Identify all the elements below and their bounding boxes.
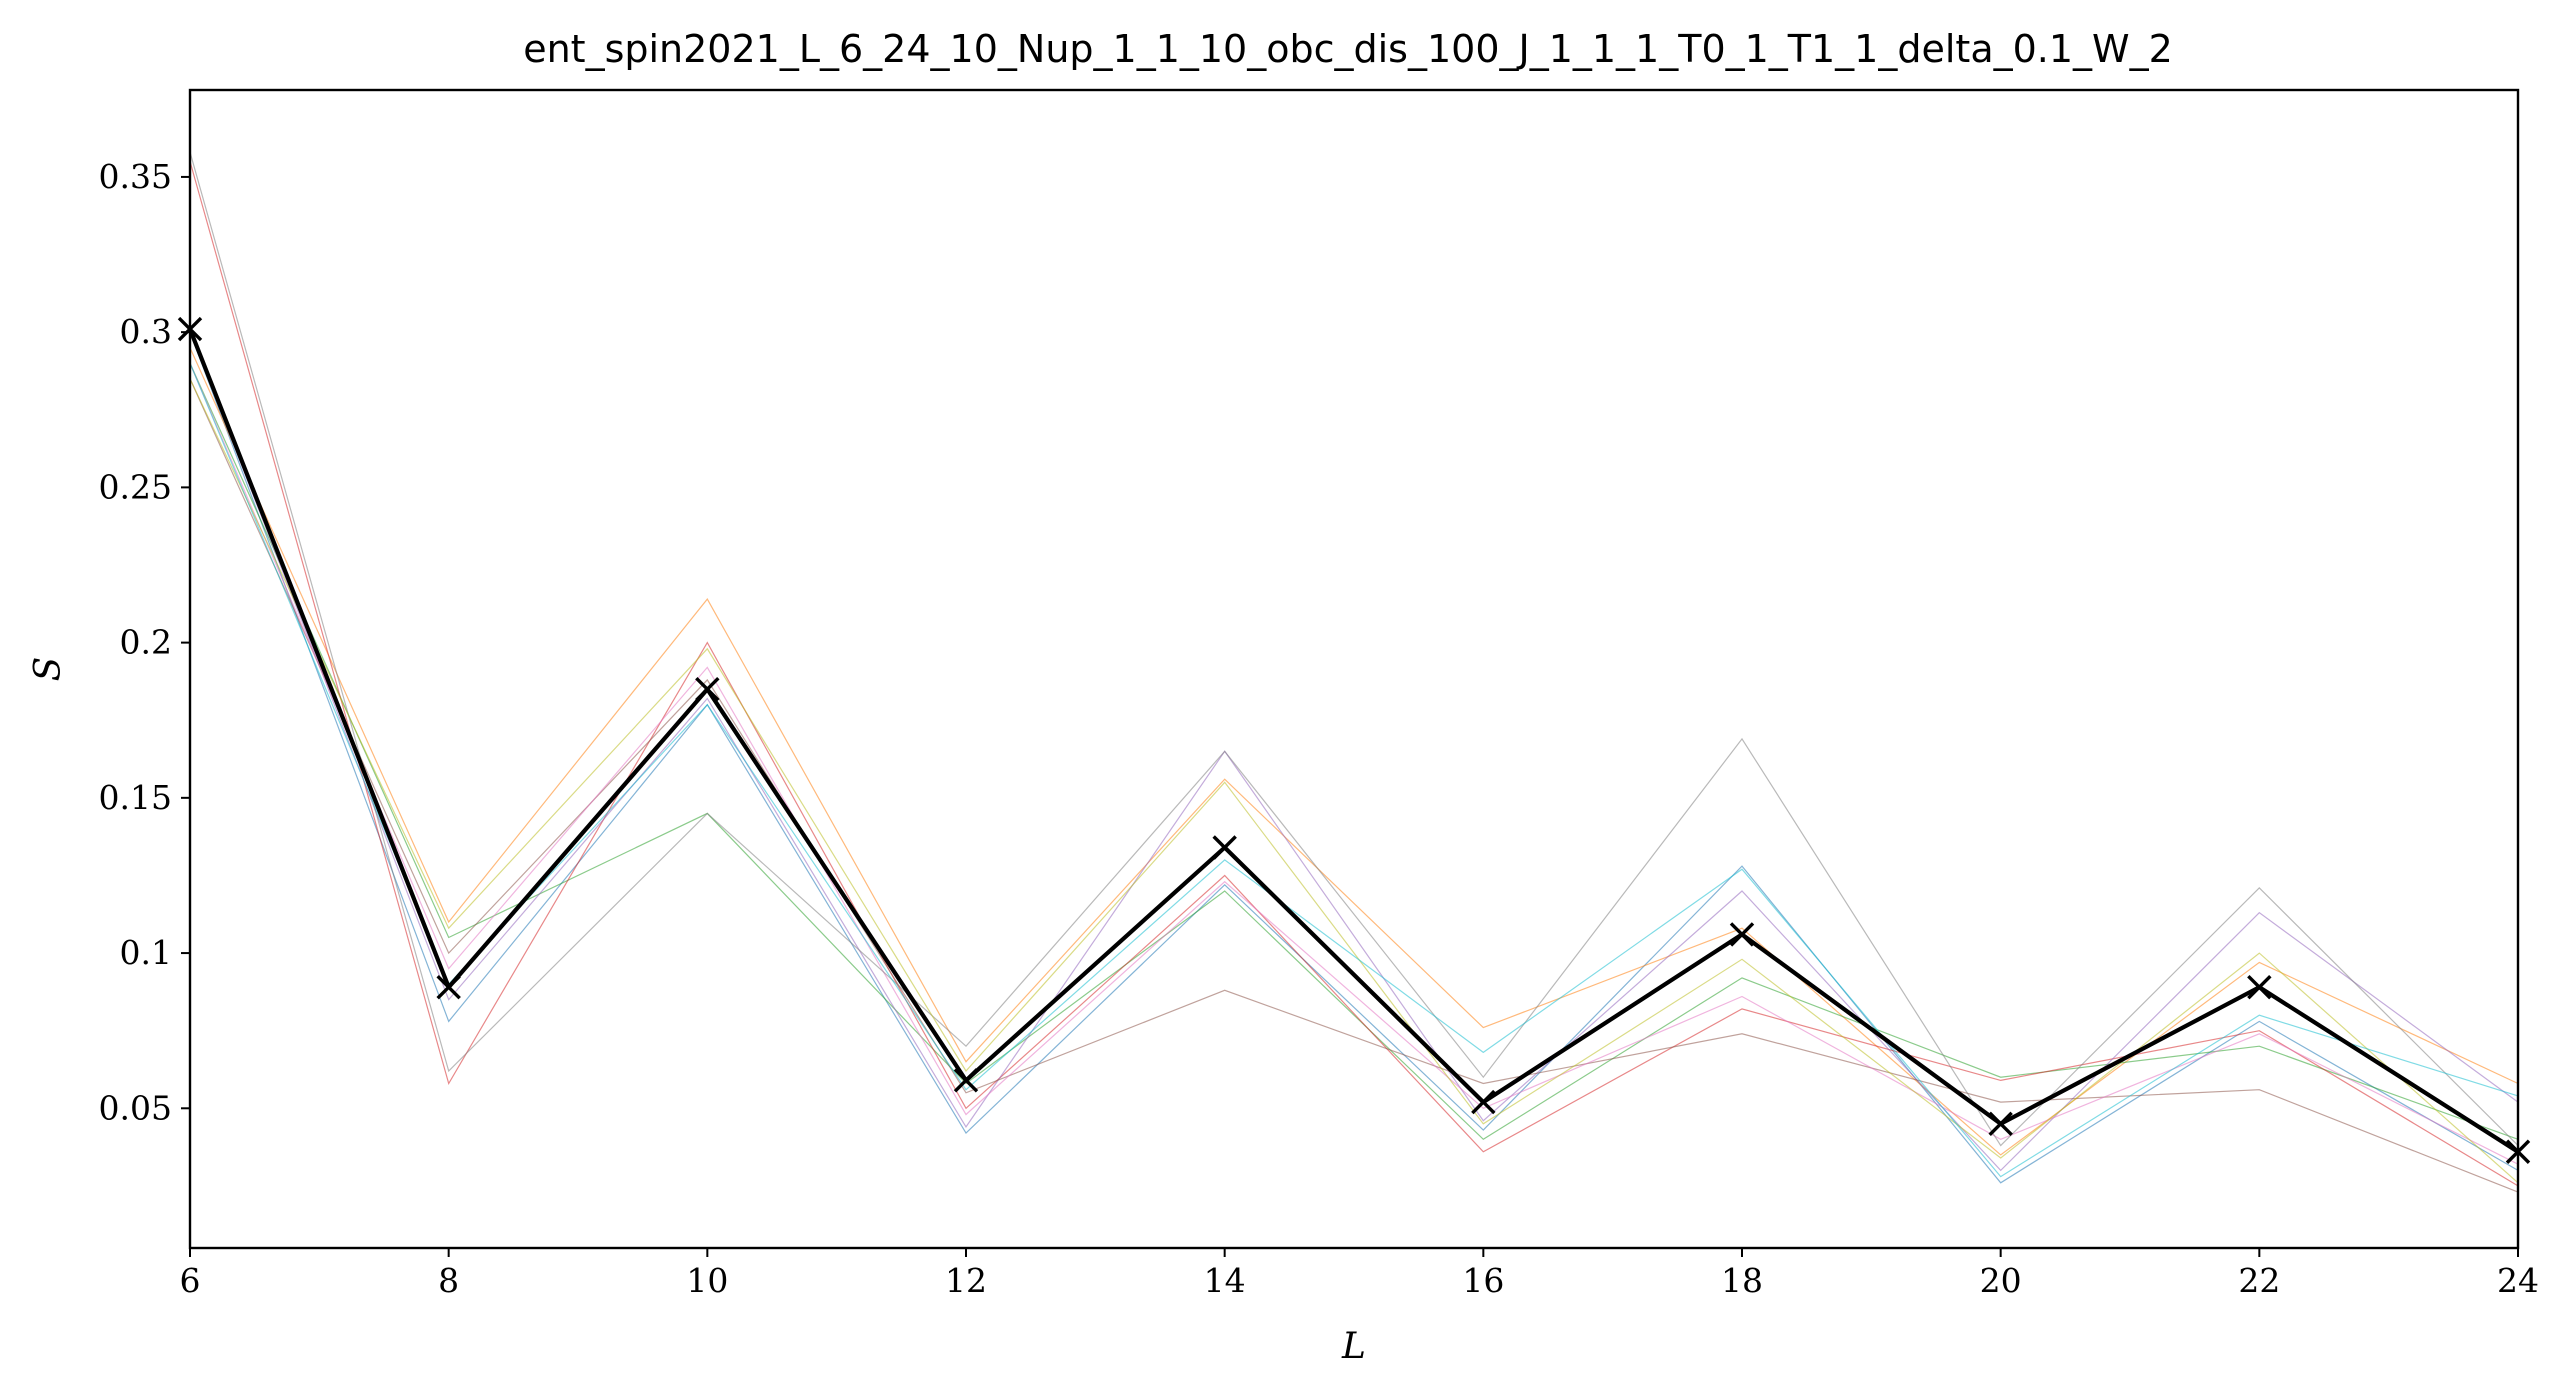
y-tick-label: 0.35 [99, 157, 172, 196]
x-tick-label: 22 [2238, 1261, 2280, 1300]
run-series-line-7 [189, 362, 2519, 1165]
mean-point-marker [695, 676, 720, 702]
x-tick-label: 16 [1462, 1261, 1504, 1300]
run-series-group [189, 151, 2519, 1193]
x-tick-label: 8 [438, 1261, 459, 1300]
x-tick-label: 6 [180, 1261, 201, 1300]
mean-point-marker [1988, 1111, 2013, 1137]
y-tick-label: 0.3 [120, 312, 172, 351]
mean-series-line [188, 328, 2520, 1154]
run-series-line-5 [189, 331, 2519, 1172]
x-tick-label: 12 [945, 1261, 987, 1300]
chart-title: ent_spin2021_L_6_24_10_Nup_1_1_10_obc_di… [523, 27, 2173, 71]
y-axis: 0.05 0.1 0.15 0.2 0.25 0.3 0.35 [99, 157, 190, 1127]
y-tick-label: 0.05 [99, 1088, 172, 1127]
run-series-line-10 [189, 362, 2519, 1178]
mean-point-marker [953, 1068, 979, 1093]
y-tick-label: 0.1 [120, 933, 172, 972]
x-axis-label: L [1341, 1326, 1366, 1367]
x-tick-label: 14 [1204, 1261, 1246, 1300]
run-series-line-8 [189, 151, 2519, 1147]
x-tick-label: 24 [2497, 1261, 2539, 1300]
y-tick-label: 0.15 [99, 778, 172, 817]
mean-point-marker [2247, 975, 2272, 1000]
y-tick-label: 0.25 [99, 467, 172, 506]
plot-frame [188, 88, 2520, 1250]
y-tick-label: 0.2 [120, 623, 172, 662]
y-axis-label: S [28, 657, 69, 682]
x-tick-label: 20 [1980, 1261, 2022, 1300]
mean-point-marker [1729, 922, 1755, 947]
x-tick-label: 18 [1721, 1261, 1763, 1300]
mean-point-marker [436, 975, 461, 1000]
mean-point-marker [1212, 835, 1237, 860]
run-series-line-3 [189, 362, 2519, 1141]
x-axis: 6 8 10 12 14 16 18 20 22 24 [180, 1248, 2539, 1300]
x-tick-label: 10 [686, 1261, 728, 1300]
run-series-line-2 [189, 347, 2519, 1156]
mean-point-marker [1471, 1089, 1496, 1115]
